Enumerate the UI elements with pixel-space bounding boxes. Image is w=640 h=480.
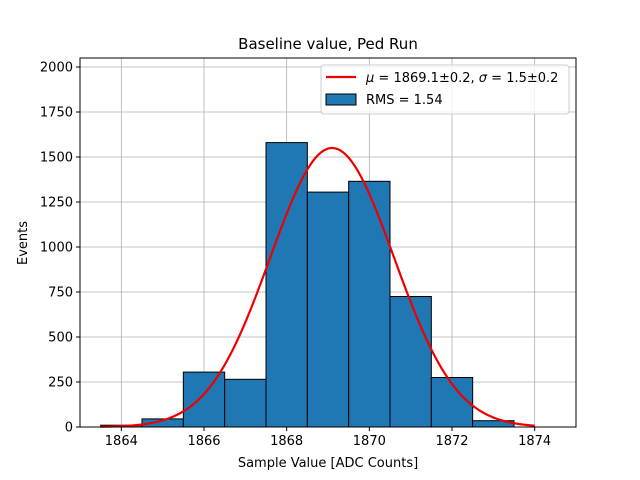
legend-mu-symbol: μ (365, 71, 374, 86)
histogram-bar (224, 378, 267, 428)
chart-title: Baseline value, Ped Run (238, 35, 418, 53)
histogram-bar (348, 180, 391, 428)
x-axis-label: Sample Value [ADC Counts] (238, 456, 418, 471)
x-axis-ticks: 1864 1866 1868 1870 1872 1874 (105, 427, 551, 449)
histogram-bar (182, 371, 226, 428)
legend-histogram-label: RMS = 1.54 (366, 93, 443, 108)
y-tick-label: 1000 (40, 241, 73, 256)
x-tick-label: 1872 (435, 434, 468, 449)
y-tick-label: 2000 (40, 61, 73, 76)
x-tick-label: 1866 (187, 434, 220, 449)
x-tick-label: 1874 (518, 434, 551, 449)
y-tick-label: 750 (48, 286, 73, 301)
legend-fit-label: μ = 1869.1±0.2, σ = 1.5±0.2 (365, 71, 558, 86)
legend-box (320, 64, 570, 115)
legend-mu-value: 1869.1±0.2 (393, 71, 470, 86)
x-tick-label: 1868 (270, 434, 303, 449)
y-tick-label: 500 (48, 331, 73, 346)
histogram-bars (100, 142, 515, 428)
histogram-bar (389, 296, 432, 428)
y-tick-label: 0 (65, 421, 73, 436)
x-tick-label: 1870 (353, 434, 386, 449)
y-tick-label: 1250 (40, 196, 73, 211)
legend-sigma-value: 1.5±0.2 (506, 71, 558, 86)
y-tick-label: 1500 (40, 151, 73, 166)
y-axis-label: Events (16, 221, 31, 265)
legend-sigma-symbol: σ (479, 71, 488, 86)
x-tick-label: 1864 (105, 434, 138, 449)
legend-histogram-swatch (325, 93, 357, 106)
y-tick-label: 1750 (40, 106, 73, 121)
plot-frame (79, 57, 577, 428)
y-tick-label: 250 (48, 376, 73, 391)
histogram-bar (306, 191, 350, 428)
legend: μ = 1869.1±0.2, σ = 1.5±0.2 RMS = 1.54 (320, 64, 570, 115)
y-axis-ticks: 0 250 500 750 1000 1250 1500 1750 2000 (40, 61, 80, 436)
histogram-bar (265, 142, 308, 428)
gaussian-fit-curve (100, 146, 535, 428)
